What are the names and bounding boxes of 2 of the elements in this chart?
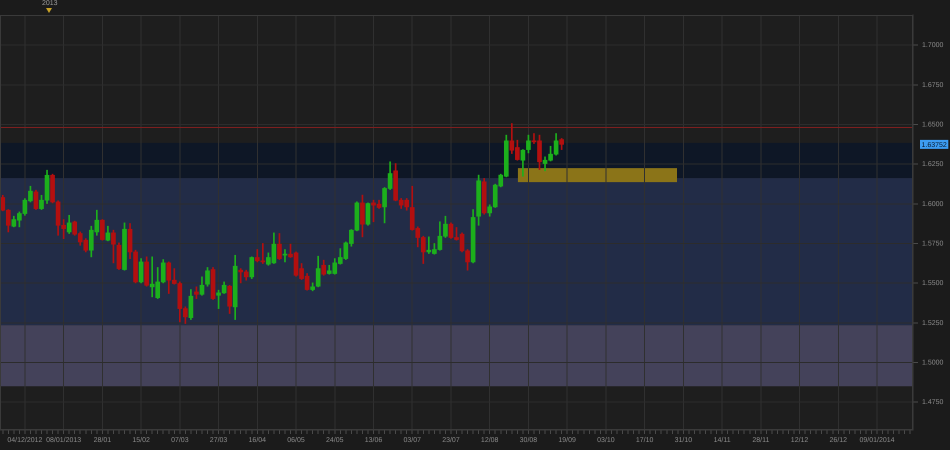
- candlestick: [282, 249, 288, 262]
- candlestick: [194, 286, 199, 299]
